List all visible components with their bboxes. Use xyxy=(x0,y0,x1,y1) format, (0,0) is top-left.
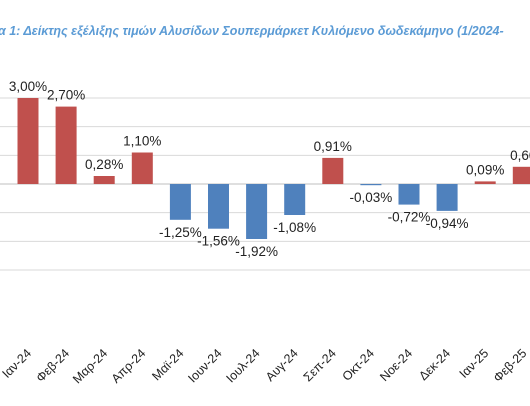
bar-Νοε-24 xyxy=(398,184,420,205)
x-tick-label: Φεβ-24 xyxy=(33,346,72,385)
data-label: -0,94% xyxy=(426,216,469,231)
x-tick-label: Μαϊ-24 xyxy=(149,346,186,383)
bar-Απρ-24 xyxy=(131,152,153,184)
bar-Οκτ-24 xyxy=(360,184,382,186)
x-tick-label: Ιαν-24 xyxy=(0,346,34,381)
x-tick-label: Απρ-24 xyxy=(109,346,149,386)
x-tick-label: Νοε-24 xyxy=(377,346,415,384)
x-tick-label: Δεκ-24 xyxy=(416,346,453,383)
data-label: -1,56% xyxy=(197,234,240,249)
data-label: 0,60 xyxy=(510,148,530,163)
x-tick-label: Αυγ-24 xyxy=(263,346,301,384)
bar-Φεβ-24 xyxy=(55,106,77,184)
data-label: 0,91% xyxy=(314,139,352,154)
bar-Σεπ-24 xyxy=(322,157,344,184)
bar-Ιουν-24 xyxy=(208,184,229,229)
data-label: 0,28% xyxy=(85,157,123,172)
x-tick-label: Ιουν-24 xyxy=(185,346,224,385)
x-tick-label: Ιουλ-24 xyxy=(223,346,262,385)
x-tick-label: Ιαν-25 xyxy=(457,346,492,381)
chart-title: α 1: Δείκτης εξέλιξης τιμών Αλυσίδων Σου… xyxy=(0,24,504,38)
data-label: -1,25% xyxy=(159,225,202,240)
data-label: 1,10% xyxy=(123,134,161,149)
data-label: 2,70% xyxy=(47,88,85,103)
bar-Δεκ-24 xyxy=(436,184,458,211)
data-label: -1,92% xyxy=(235,244,278,259)
data-label: -0,72% xyxy=(388,210,431,225)
data-label: -0,03% xyxy=(350,190,393,205)
data-label: -1,08% xyxy=(273,220,316,235)
bar-Μαρ-24 xyxy=(93,176,115,184)
x-tick-label: Οκτ-24 xyxy=(340,346,377,383)
bar-Μαϊ-24 xyxy=(169,184,191,220)
bar-Ιαν-25 xyxy=(474,181,496,184)
bar-Φεβ-25 xyxy=(512,166,530,184)
data-labels: 3,00%2,70% 0,28%1,10% -1,25%-1,56%-1,92% -1… xyxy=(9,79,530,259)
data-label: 0,09% xyxy=(466,162,504,177)
bar-Αυγ-24 xyxy=(284,184,306,215)
x-tick-label: Σεπ-24 xyxy=(301,346,339,384)
bars xyxy=(17,98,530,239)
data-label: 3,00% xyxy=(9,79,47,94)
bar-Ιαν-24 xyxy=(17,98,39,184)
x-tick-label: Μαρ-24 xyxy=(70,346,110,386)
bar-Ιουλ-24 xyxy=(246,184,268,239)
x-tick-label: Φεβ-25 xyxy=(491,346,530,385)
